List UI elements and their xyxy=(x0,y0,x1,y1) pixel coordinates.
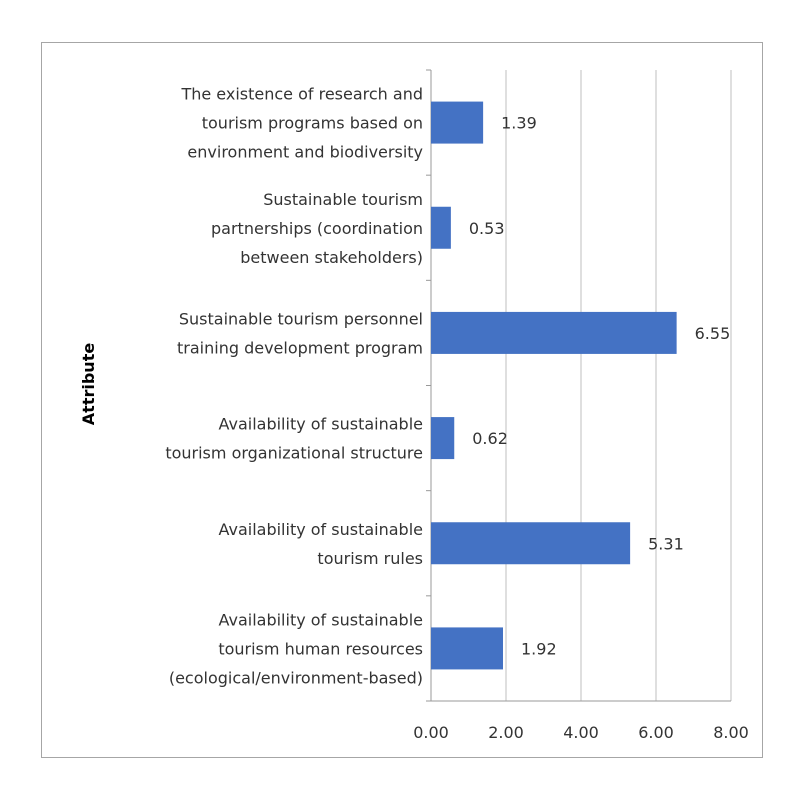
category-label: (ecological/environment-based) xyxy=(169,668,423,687)
category-label: Availability of sustainable xyxy=(218,610,423,629)
category-label: Availability of sustainable xyxy=(218,415,423,434)
bar xyxy=(431,522,631,565)
bar xyxy=(431,101,484,144)
category-label: Sustainable tourism xyxy=(263,190,423,209)
bar xyxy=(431,206,451,249)
chart-frame xyxy=(41,42,763,758)
x-tick-label: 8.00 xyxy=(713,723,749,742)
category-label: tourism programs based on xyxy=(202,114,423,133)
category-label: tourism human resources xyxy=(218,639,423,658)
data-label: 6.55 xyxy=(695,324,731,343)
bar xyxy=(431,627,503,670)
bar xyxy=(431,417,455,460)
data-label: 0.53 xyxy=(469,219,505,238)
category-label: Sustainable tourism personnel xyxy=(179,309,423,328)
data-label: 0.62 xyxy=(472,429,508,448)
category-label: environment and biodiversity xyxy=(187,143,423,162)
axis-lines xyxy=(426,69,731,702)
data-labels: 1.39 0.53 6.55 0.62 5.31 1.92 xyxy=(469,114,730,659)
x-tick-label: 6.00 xyxy=(638,723,674,742)
data-label: 5.31 xyxy=(648,534,684,553)
bars xyxy=(431,101,677,670)
category-label: Availability of sustainable xyxy=(218,520,423,539)
category-labels: The existence of research and tourism pro… xyxy=(165,85,423,688)
x-tick-label: 4.00 xyxy=(563,723,599,742)
category-label: partnerships (coordination xyxy=(211,219,423,238)
data-label: 1.39 xyxy=(501,114,537,133)
gridlines xyxy=(505,70,732,701)
data-label: 1.92 xyxy=(521,639,557,658)
category-label: tourism rules xyxy=(317,549,423,568)
category-label: tourism organizational structure xyxy=(165,444,423,463)
y-axis-title: Attribute xyxy=(79,343,98,426)
x-tick-label: 0.00 xyxy=(413,723,449,742)
category-label: The existence of research and xyxy=(180,85,423,104)
category-label: between stakeholders) xyxy=(240,248,423,267)
category-label: training development program xyxy=(177,338,423,357)
x-tick-labels: 0.00 2.00 4.00 6.00 8.00 xyxy=(413,723,749,742)
x-tick-label: 2.00 xyxy=(488,723,524,742)
bar xyxy=(431,311,677,354)
